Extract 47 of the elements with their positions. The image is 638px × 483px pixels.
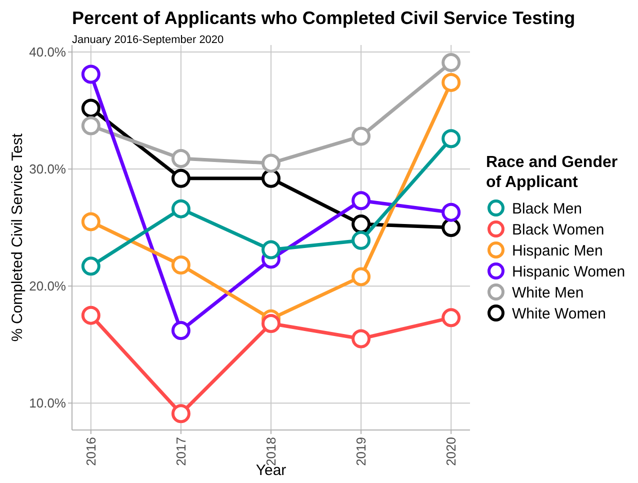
point <box>352 230 371 250</box>
x-tick-label: 2017 <box>174 437 189 466</box>
chart-subtitle: January 2016-September 2020 <box>72 34 224 46</box>
x-tick-label: 2020 <box>444 437 459 466</box>
legend-label: White Men <box>512 284 584 302</box>
legend-label: Black Women <box>512 221 604 238</box>
point <box>442 308 461 328</box>
point <box>262 168 280 188</box>
y-tick-label: 20.0% <box>29 278 66 294</box>
chart-title: Percent of Applicants who Completed Civil Service Testing <box>72 8 576 28</box>
point <box>442 72 461 92</box>
point <box>352 191 371 210</box>
point <box>171 168 190 188</box>
point <box>171 149 190 168</box>
point <box>352 267 371 286</box>
point <box>81 212 100 232</box>
point <box>442 129 461 148</box>
point <box>262 240 280 260</box>
legend-label: Hispanic Women <box>512 263 626 280</box>
x-tick-label: 2016 <box>83 437 98 466</box>
point <box>352 329 371 348</box>
point <box>442 202 461 222</box>
point <box>171 404 190 424</box>
point <box>81 116 100 136</box>
point <box>171 321 190 340</box>
point <box>352 126 371 146</box>
point <box>352 214 371 234</box>
point <box>81 256 100 276</box>
x-tick-label: 2019 <box>354 437 369 466</box>
legend-title: Race and Gender of Applicant <box>486 154 618 191</box>
legend-label: Hispanic Men <box>512 242 603 260</box>
legend-label: White Women <box>512 305 606 322</box>
point <box>171 199 190 218</box>
point <box>442 218 461 238</box>
y-axis-title: % Completed Civil Service Test <box>9 132 26 342</box>
point <box>262 154 280 173</box>
point <box>262 314 280 334</box>
legend-label: Black Men <box>512 200 582 218</box>
point <box>442 53 461 72</box>
y-tick-label: 30.0% <box>29 162 66 177</box>
point <box>171 256 190 274</box>
point <box>81 98 100 118</box>
point <box>81 306 100 325</box>
y-tick-label: 10.0% <box>29 396 66 411</box>
y-tick-label: 40.0% <box>29 44 66 60</box>
point <box>81 64 100 84</box>
x-tick-label: 2018 <box>264 437 279 466</box>
